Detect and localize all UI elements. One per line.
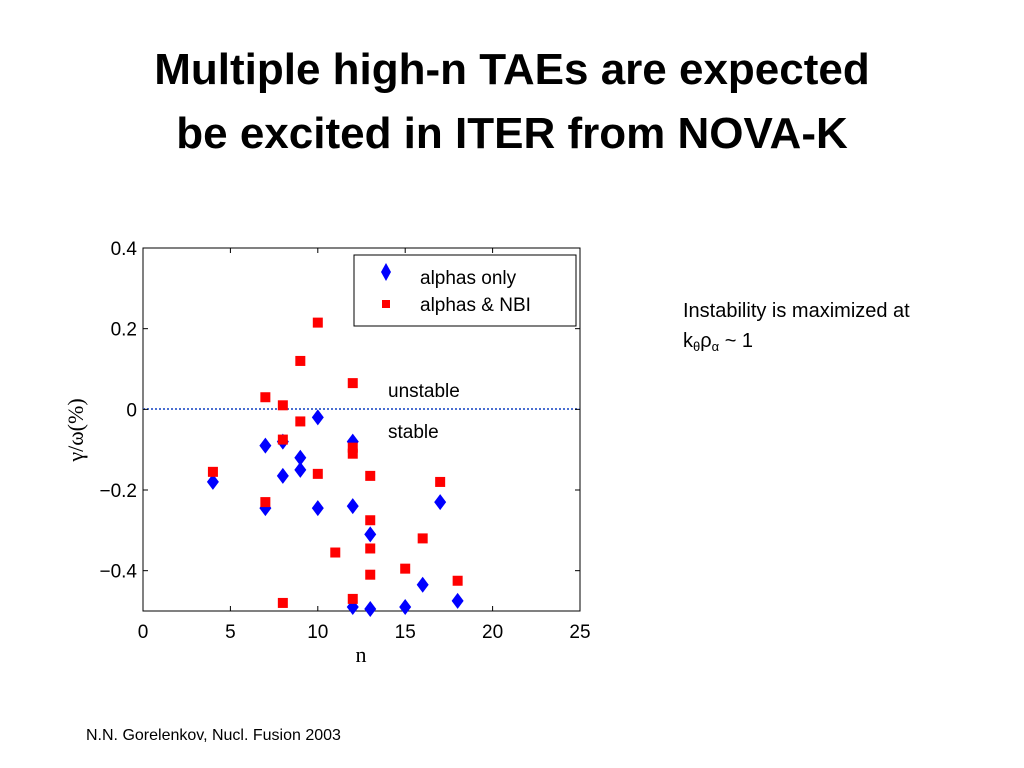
data-points <box>206 317 464 617</box>
y-tick-label: 0.2 <box>111 320 137 341</box>
alphas-only-point <box>276 467 289 484</box>
slide-title-line-2: be excited in ITER from NOVA-K <box>176 109 848 158</box>
note-tail: ~ 1 <box>719 330 754 352</box>
slide-title-line-1: Multiple high-n TAEs are expected <box>154 45 870 94</box>
alphas-nbi-point <box>260 497 271 508</box>
alphas-nbi-point <box>435 476 446 487</box>
slide-title: Multiple high-n TAEs are expected be exc… <box>40 38 984 166</box>
alphas-only-point <box>364 526 377 543</box>
alphas-nbi-point <box>312 468 323 479</box>
side-note: Instability is maximized at kθρα ~ 1 <box>683 296 910 362</box>
alphas-nbi-point <box>295 355 306 366</box>
alphas-only-point <box>364 600 377 617</box>
x-tick-label: 20 <box>482 622 503 643</box>
note-rho: ρ <box>700 330 712 352</box>
legend-diamond-icon <box>381 263 391 281</box>
alphas-only-point <box>206 473 219 490</box>
y-tick-label: 0 <box>126 400 137 421</box>
alphas-nbi-point <box>260 392 271 403</box>
note-k: k <box>683 330 693 352</box>
x-tick-label: 5 <box>225 622 236 643</box>
alphas-only-point <box>311 409 324 426</box>
x-tick-label: 10 <box>307 622 328 643</box>
citation: N.N. Gorelenkov, Nucl. Fusion 2003 <box>86 727 341 744</box>
alphas-nbi-point <box>312 317 323 328</box>
axis-ticks: 0 5 10 15 20 25 0.4 0.2 0 −0.2 −0.4 <box>99 239 590 643</box>
alphas-nbi-point <box>452 575 463 586</box>
alphas-only-point <box>294 461 307 478</box>
alphas-only-point <box>399 598 412 615</box>
y-axis-label: γ/ω(%) <box>63 398 88 462</box>
alphas-only-point <box>451 592 464 609</box>
alphas-only-point <box>259 437 272 454</box>
alphas-only-point <box>434 494 447 511</box>
x-tick-label: 15 <box>395 622 416 643</box>
alphas-nbi-point <box>365 543 376 554</box>
side-note-line-1: Instability is maximized at <box>683 300 910 322</box>
side-note-line-2: kθρα ~ 1 <box>683 326 910 362</box>
legend-box <box>353 254 577 327</box>
alphas-nbi-point <box>347 593 358 604</box>
legend-label-alphas-nbi: alphas & NBI <box>420 295 531 316</box>
alphas-nbi-point <box>330 547 341 558</box>
x-tick-label: 25 <box>569 622 590 643</box>
alphas-nbi-point <box>400 563 411 574</box>
x-tick-label: 0 <box>138 622 149 643</box>
alphas-only-point <box>416 576 429 593</box>
alphas-only-point <box>294 449 307 466</box>
note-sub-theta: θ <box>693 339 701 354</box>
y-tick-label: −0.4 <box>99 562 137 583</box>
alphas-nbi-point <box>295 416 306 427</box>
legend-label-alphas-only: alphas only <box>420 268 517 289</box>
legend: alphas only alphas & NBI <box>353 254 577 327</box>
y-tick-label: −0.2 <box>99 481 137 502</box>
alphas-nbi-point <box>417 533 428 544</box>
alphas-nbi-point <box>347 448 358 459</box>
annotation-unstable: unstable <box>388 381 460 402</box>
annotation-stable: stable <box>388 422 439 443</box>
alphas-nbi-point <box>365 515 376 526</box>
alphas-nbi-point <box>277 400 288 411</box>
alphas-only-point <box>311 500 324 517</box>
alphas-nbi-point <box>365 470 376 481</box>
alphas-nbi-point <box>365 569 376 580</box>
legend-square-icon <box>382 300 390 308</box>
alphas-only-point <box>346 498 359 515</box>
alphas-nbi-point <box>347 442 358 453</box>
y-tick-label: 0.4 <box>111 239 138 260</box>
alphas-nbi-point <box>277 434 288 445</box>
alphas-nbi-point <box>347 378 358 389</box>
x-axis-label: n <box>356 642 367 667</box>
note-sub-alpha: α <box>711 339 720 354</box>
alphas-nbi-point <box>207 466 218 477</box>
alphas-nbi-point <box>277 597 288 608</box>
